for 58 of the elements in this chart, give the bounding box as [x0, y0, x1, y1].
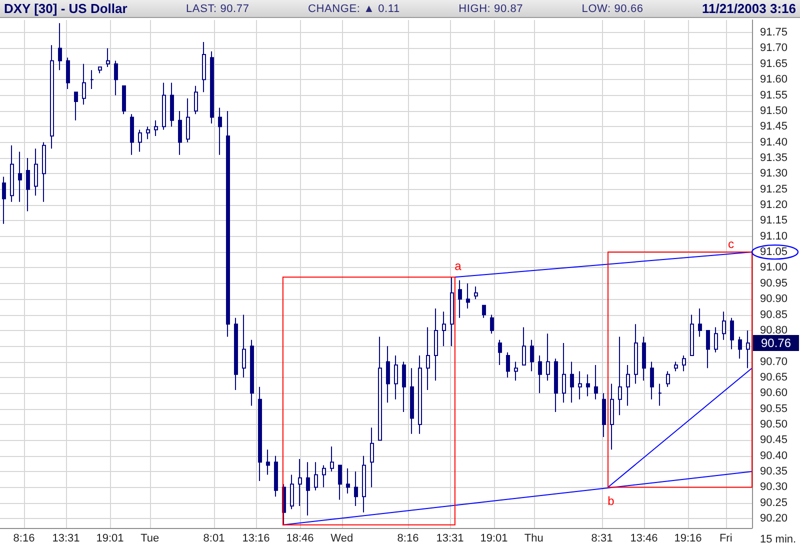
x-tick-label: 19:01 [96, 532, 124, 544]
text: CHANGE: ▲ 0.11 [308, 2, 400, 14]
y-tick-label: 90.35 [760, 466, 788, 478]
x-tick-label: 8:01 [203, 532, 225, 544]
y-tick-label: 90.45 [760, 434, 788, 446]
y-tick-label: 91.75 [760, 26, 788, 39]
annotation: 90.76 [753, 334, 799, 351]
y-tick-label: 90.80 [760, 324, 788, 336]
y-tick-label: 91.00 [760, 262, 788, 274]
chart-title: DXY [30] - US Dollar [4, 1, 128, 16]
y-tick-label: 91.25 [760, 183, 788, 196]
x-tick-label: 8:31 [591, 532, 613, 544]
y-tick-label: 91.50 [760, 104, 788, 117]
x-tick-label: 18:46 [286, 532, 314, 544]
text: HIGH: 90.87 [458, 2, 524, 14]
x-tick-label: Fri [719, 532, 732, 544]
y-tick-label: 91.30 [760, 168, 788, 180]
y-tick-label: 91.70 [760, 42, 788, 54]
annotation: c [728, 237, 734, 252]
y-tick-label: 90.85 [760, 308, 788, 321]
x-axis-title: 15 min. [760, 534, 796, 546]
y-tick-label: 91.65 [760, 58, 788, 70]
text: 11/21/2003 3:16 [702, 1, 796, 16]
y-tick-label: 90.70 [760, 356, 788, 368]
y-tick-label: 90.50 [760, 418, 788, 431]
y-tick-label: 91.55 [760, 89, 788, 102]
y-tick-label: 90.65 [760, 371, 788, 384]
y-tick-label: 90.60 [760, 387, 788, 400]
x-tick-label: 19:16 [674, 532, 702, 544]
y-tick-label: 91.35 [760, 152, 788, 164]
x-tick-label: 13:16 [242, 532, 270, 544]
text: LAST: 90.77 [186, 2, 250, 14]
y-tick-label: 91.40 [760, 136, 788, 148]
y-tick-label: 90.55 [760, 402, 788, 415]
y-tick-label: 91.15 [760, 214, 788, 227]
text: LOW: 90.66 [582, 2, 644, 14]
y-tick-label: 91.10 [760, 230, 788, 242]
x-tick-label: Thu [524, 532, 544, 544]
y-tick-label: 90.40 [760, 450, 788, 462]
x-tick-label: 8:16 [397, 532, 419, 544]
y-tick-label: 90.90 [760, 293, 788, 306]
y-tick-label: 91.45 [760, 120, 788, 133]
y-tick-label: 91.20 [760, 199, 788, 212]
annotation: b [608, 494, 614, 508]
x-tick-label: Wed [330, 532, 354, 544]
x-tick-label: 13:31 [52, 532, 80, 544]
annotation: a [454, 259, 462, 274]
y-tick-label: 90.20 [760, 512, 788, 525]
x-tick-label: 19:01 [480, 532, 508, 544]
y-tick-label: 90.30 [760, 481, 788, 494]
y-tick-label: 91.05 [760, 246, 788, 258]
y-tick-label: 91.60 [760, 74, 788, 86]
x-tick-label: 8:16 [13, 532, 35, 544]
y-tick-label: 90.95 [760, 277, 788, 290]
x-tick-label: Tue [140, 532, 160, 544]
x-tick-label: 13:46 [630, 532, 658, 544]
y-tick-label: 90.25 [760, 496, 788, 509]
x-tick-label: 13:31 [436, 532, 464, 544]
